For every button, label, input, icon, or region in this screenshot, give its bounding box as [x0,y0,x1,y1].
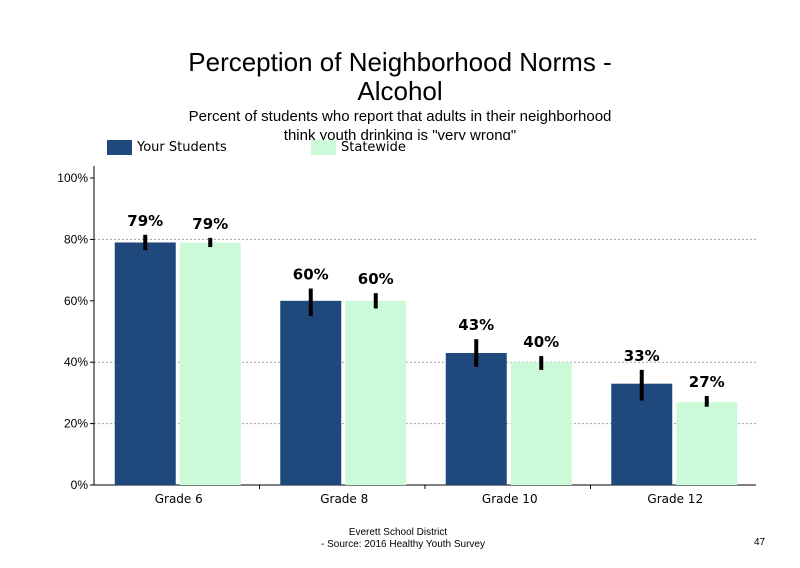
footer-source: - Source: 2016 Healthy Youth Survey [321,539,485,550]
y-tick-label-20: 20% [64,417,88,431]
legend-label-your-students: Your Students [137,140,227,155]
page-number: 47 [754,537,766,548]
bar-statewide-2 [345,300,407,485]
data-label-your-students-3: 43% [458,316,494,334]
legend-swatch-statewide [311,140,336,155]
data-label-statewide-3: 40% [523,333,559,351]
footer-district: Everett School District [348,527,448,538]
bar-statewide-3 [510,362,572,485]
legend-swatch-your-students [107,140,132,155]
x-category-label-2: Grade 8 [320,492,368,506]
y-tick-label-40: 40% [64,355,88,369]
chart-title-line2: Alcohol [357,76,443,106]
data-label-statewide-2: 60% [358,270,394,288]
y-tick-label-80: 80% [64,232,88,246]
x-category-label-4: Grade 12 [647,492,703,506]
bar-your-students-3 [445,352,507,485]
data-label-your-students-2: 60% [293,266,329,284]
bar-your-students-1 [114,242,176,485]
bar-statewide-1 [179,242,241,485]
y-tick-label-60: 60% [64,294,88,308]
y-tick-label-100: 100% [57,171,88,185]
x-category-label-1: Grade 6 [155,492,203,506]
chart-title-line1: Perception of Neighborhood Norms - [188,47,612,77]
data-label-your-students-4: 33% [624,347,660,365]
chart-subtitle-line1: Percent of students who report that adul… [188,108,612,125]
x-category-label-3: Grade 10 [482,492,538,506]
data-label-statewide-1: 79% [192,215,228,233]
chart-subtitle-line2: think youth drinking is "very wrong" [283,127,517,140]
data-label-your-students-1: 79% [127,212,163,230]
legend-label-statewide: Statewide [341,140,406,155]
data-label-statewide-4: 27% [689,373,725,391]
bar-statewide-4 [676,402,738,485]
bar-your-students-2 [280,300,342,485]
y-tick-label-0: 0% [71,478,89,492]
